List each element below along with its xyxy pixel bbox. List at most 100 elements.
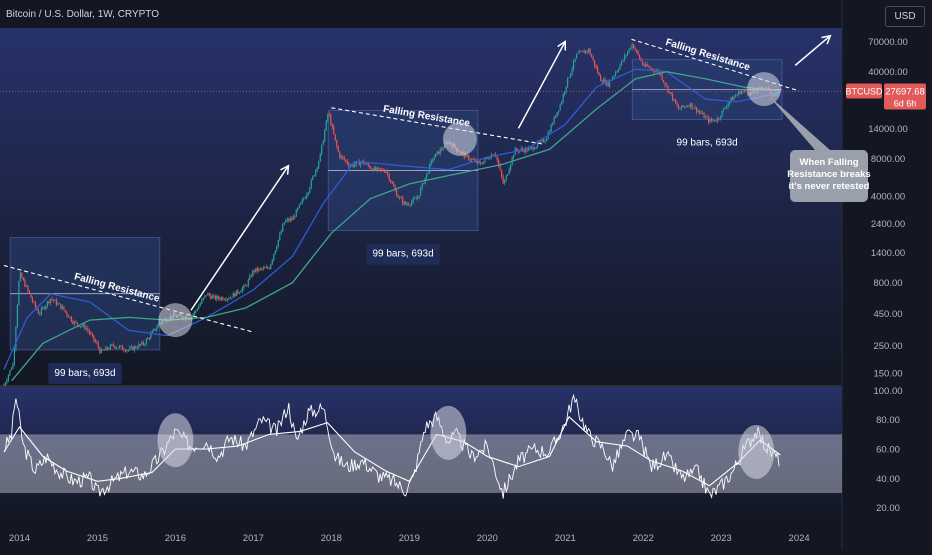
candle-body [100,349,102,353]
candle-body [324,130,326,142]
candle-body [436,151,438,154]
candle-body [96,341,98,344]
candle-body [709,119,711,123]
candle-body [328,114,330,116]
candle-body [571,68,573,74]
candle-body [646,64,648,67]
candle-body [24,280,26,287]
candle-body [555,116,557,118]
candle-body [712,120,714,122]
candle-body [330,114,332,125]
candle-body [641,61,644,65]
candle-body [574,58,576,62]
breakout-arrow-head [280,164,290,175]
candle-body [318,161,320,168]
candle-body [225,299,227,301]
rsi-highlight-circle [430,405,467,460]
candle-body [319,153,321,162]
candle-body [621,60,623,65]
cycle-box-label-bg [366,243,440,265]
candle-body [603,79,605,83]
cycle-box-label-bg [48,362,122,384]
price-axis-tick: 4000.00 [871,191,905,202]
candle-body [465,154,467,158]
candle-body [25,285,27,287]
candle-body [258,268,260,271]
candle-body [262,267,264,269]
candle-body [327,114,329,121]
candle-body [213,295,215,297]
candle-body [151,330,153,334]
candle-body [217,296,219,299]
candle-body [607,80,609,87]
candle-body [624,55,626,61]
candle-body [105,347,107,351]
candle-body [355,161,357,165]
candle-body [250,275,252,277]
candle-body [340,156,342,158]
candle-body [358,161,360,166]
time-axis-tick: 2019 [399,533,420,544]
candle-body [247,279,249,286]
candle-body [734,95,737,97]
candle-body [129,347,131,350]
candle-body [4,382,6,386]
candle-body [76,322,78,325]
time-axis-tick: 2014 [9,533,30,544]
candle-body [232,293,234,298]
candle-body [292,216,294,220]
candle-body [366,163,368,165]
candle-body [674,99,677,104]
candle-body [731,97,734,100]
candle-body [381,169,383,171]
cycle-box-label: 99 bars, 693d [54,368,115,379]
candle-body [415,198,417,200]
candle-body [291,218,293,220]
candle-body [649,67,651,69]
candle-body [486,158,488,160]
candle-body [727,103,729,108]
breakout-arrow-head [821,34,832,45]
candle-body [692,107,695,109]
candle-body [349,165,351,167]
candle-body [697,111,699,113]
candle-body [303,198,305,200]
candle-body [3,385,5,386]
candle-body [378,167,380,169]
candle-body [742,90,744,92]
candle-body [577,52,579,54]
candle-body [231,297,233,299]
candle-body [256,268,258,271]
candle-body [223,299,225,301]
candle-body [397,196,399,198]
candle-body [309,187,311,193]
candle-body [22,278,24,281]
candle-body [484,158,486,162]
currency-button[interactable]: USD [885,6,925,27]
price-axis-tick: 40000.00 [868,67,908,78]
candle-body [220,297,222,300]
candle-body [644,64,647,67]
candle-body [570,73,572,78]
candle-body [631,44,633,49]
candle-body [498,160,500,166]
candle-body [285,220,287,223]
candle-body [91,333,93,336]
candle-body [719,116,722,119]
candle-body [147,338,149,340]
candle-body [707,117,710,123]
candle-body [627,52,629,56]
candle-body [370,168,372,169]
price-axis-tick: 1400.00 [871,248,905,259]
breakout-arrow-head [557,40,567,51]
time-axis-tick: 2015 [87,533,108,544]
candle-body [546,138,548,142]
candle-body [157,324,159,328]
candle-body [298,204,300,208]
candle-body [475,160,477,163]
candle-body [85,328,87,330]
candle-body [391,182,393,184]
candle-body [124,350,126,352]
